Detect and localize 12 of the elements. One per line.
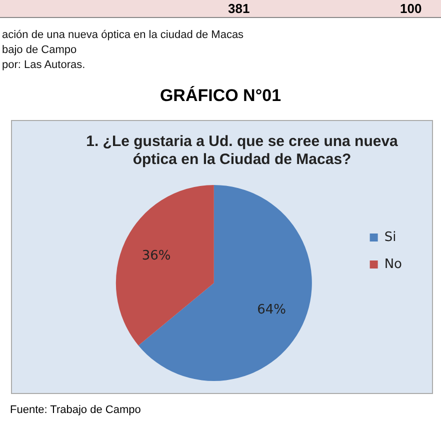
legend-label: No [384, 256, 402, 272]
chart-subtitle: 1. ¿Le gustaria a Ud. que se cree una nueva óptica en la Ciudad de Macas? [86, 133, 399, 168]
text: bajo de Campo [2, 43, 78, 58]
chart-title: GRÁFICO N°01 [158, 86, 282, 106]
source-note: Fuente: Trabajo de Campo [10, 404, 141, 416]
text: por: Las Autoras. [2, 58, 86, 73]
data-label: 36% [142, 248, 171, 264]
data-label: 64% [257, 302, 286, 318]
text: 381 [228, 1, 250, 16]
legend-label: Si [384, 230, 396, 245]
text: 100 [400, 1, 422, 16]
text: ación de una nueva óptica en la ciudad de Macas [2, 28, 244, 43]
